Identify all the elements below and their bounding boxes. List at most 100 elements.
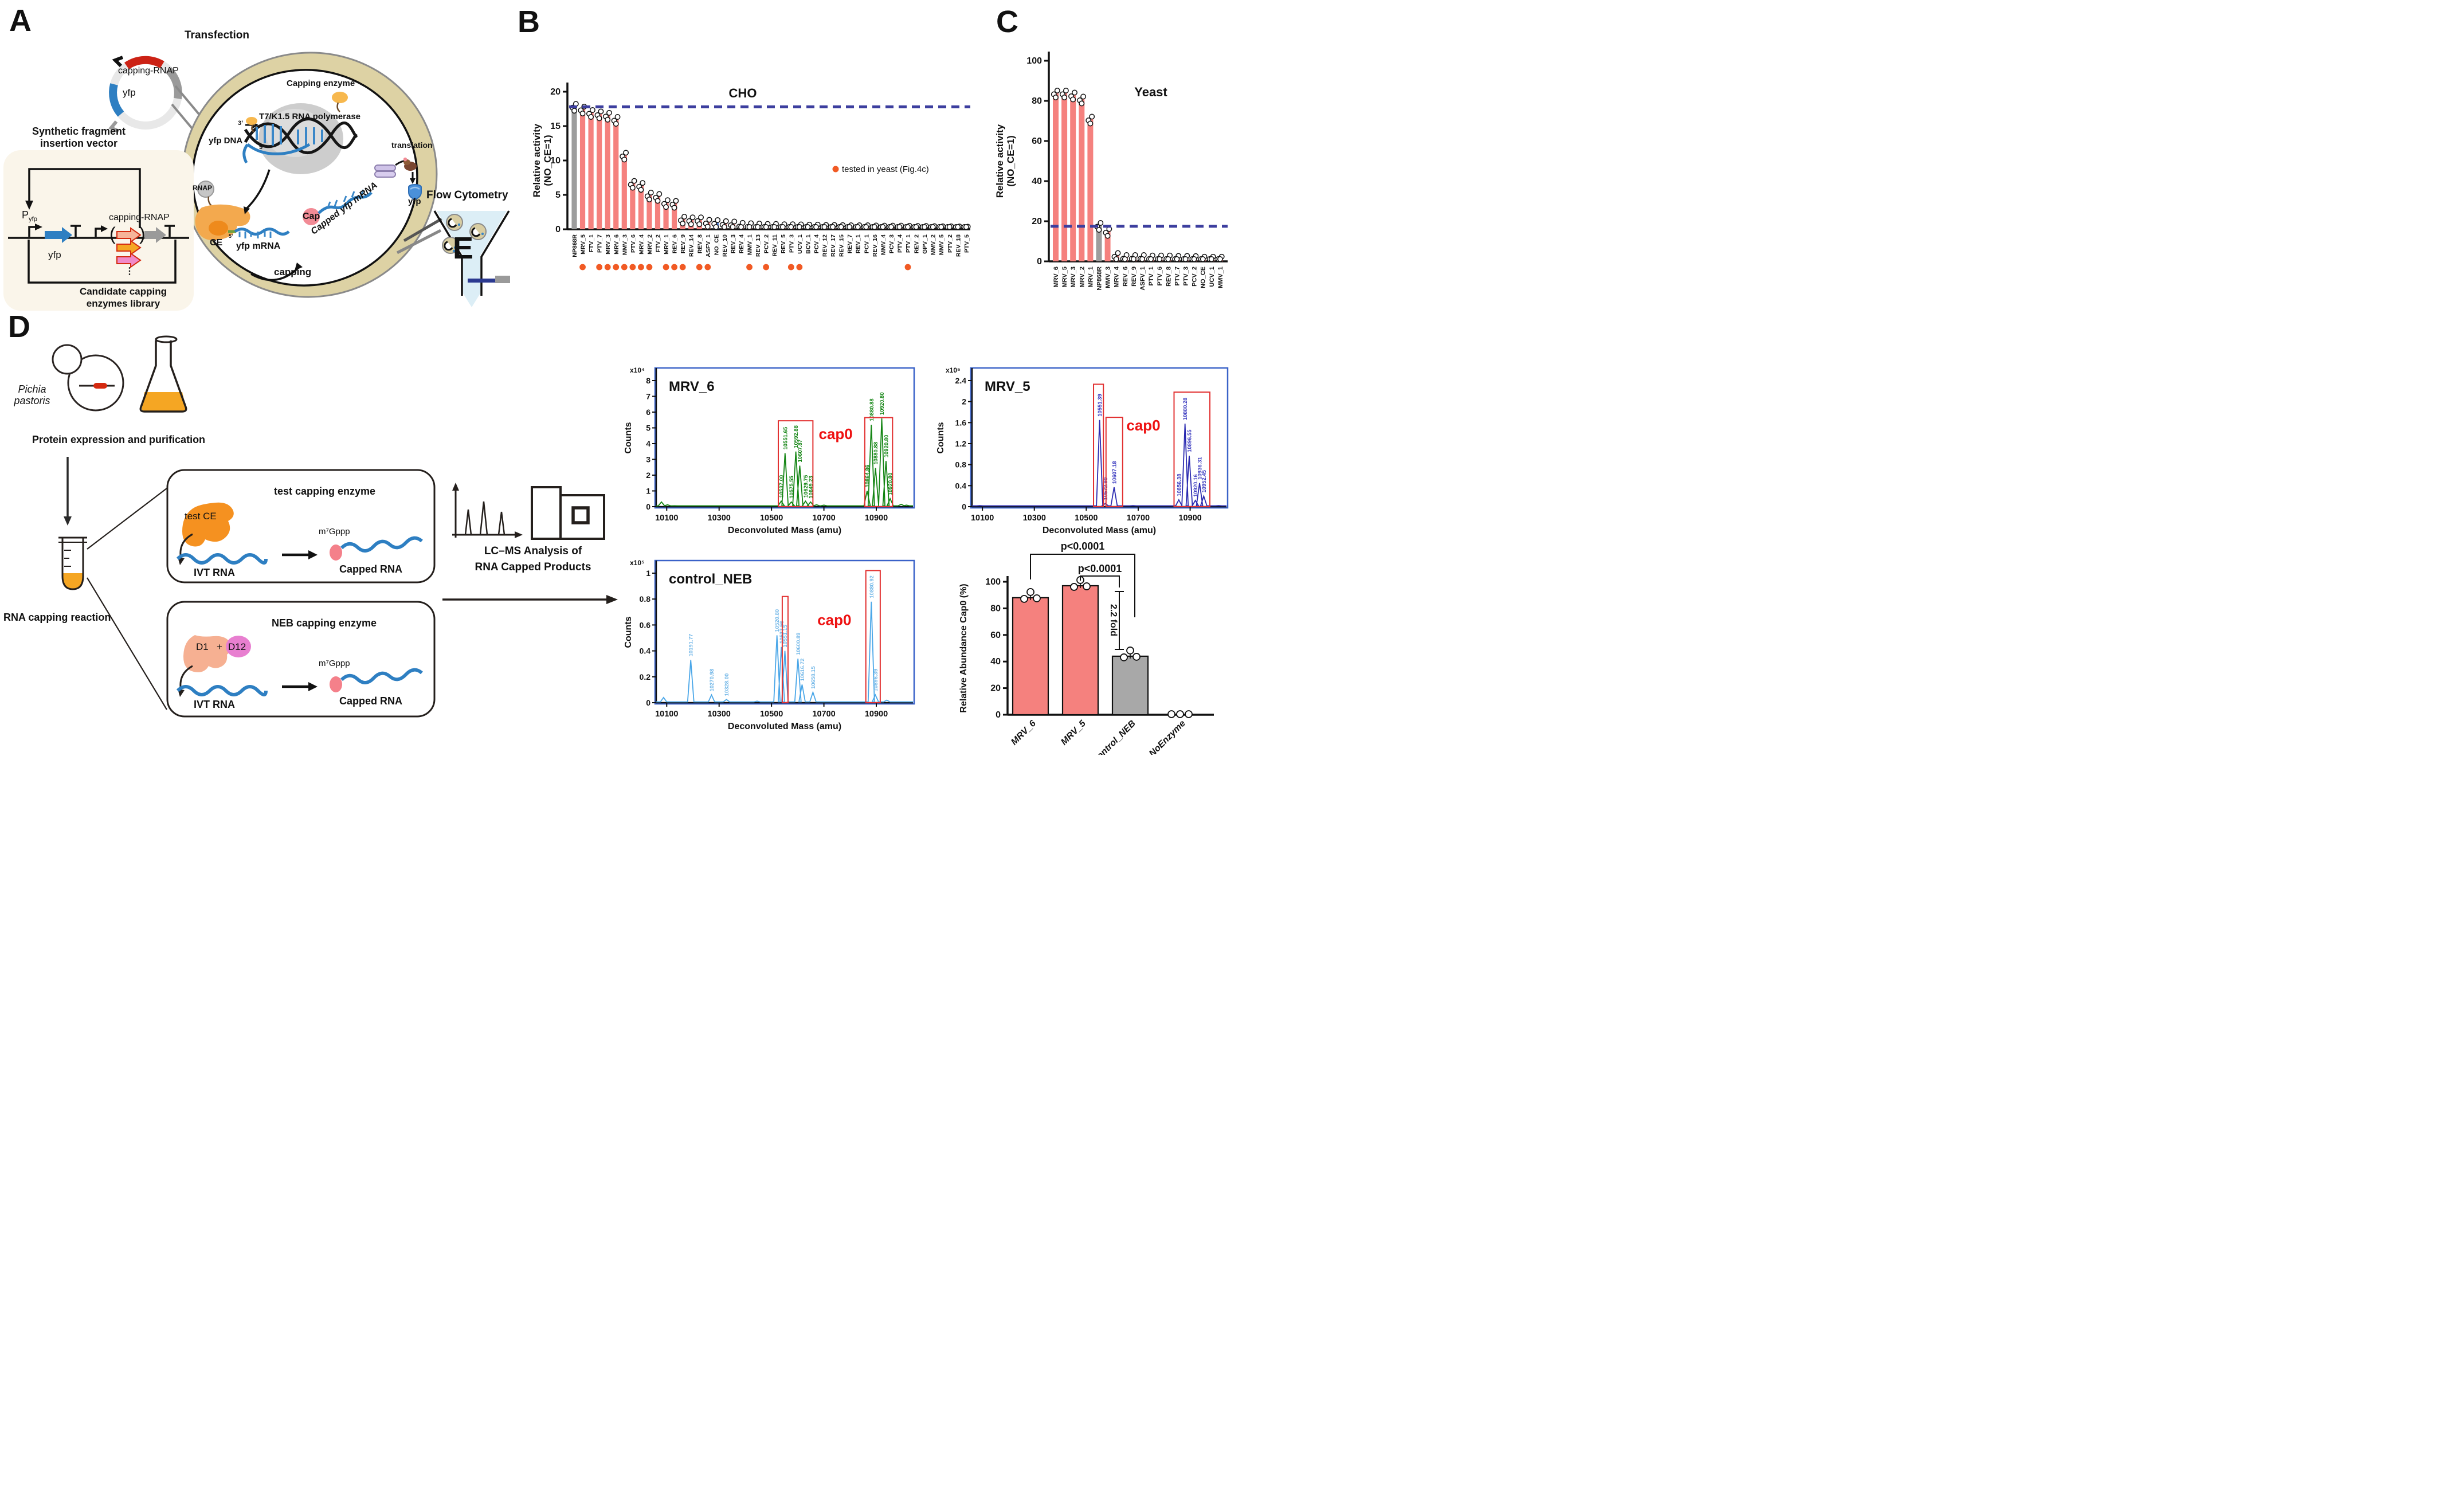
peak-label: 10880.88 — [869, 398, 875, 421]
legend-dot — [832, 166, 839, 173]
peak-label: 10952.45 — [1201, 469, 1208, 492]
x-category-label: REV_9 — [680, 234, 687, 253]
peak-label: 10896.39 — [873, 669, 879, 692]
data-point — [673, 198, 679, 204]
bar — [1087, 119, 1094, 261]
flow-cytometry-label: Flow Cytometry — [426, 189, 508, 201]
tested-in-yeast-dot — [796, 264, 803, 271]
x-category-label: REV_8 — [1165, 267, 1172, 287]
y-tick: 40 — [1032, 177, 1042, 186]
tested-in-yeast-dot — [904, 264, 911, 271]
y-tick: 0 — [555, 225, 561, 234]
cap0-box — [778, 420, 814, 507]
panel-e-label: E — [453, 231, 474, 265]
ms-plot-mrv6: 0 1 2 3 4 5 6 7 8 10100 10300 10500 10700 10900 x10⁴ Co… — [622, 357, 917, 549]
data-point — [715, 217, 721, 223]
prime3-label: 3’ — [238, 120, 244, 127]
y-tick: 0.2 — [640, 672, 651, 681]
bar — [672, 203, 677, 229]
data-point — [1126, 647, 1134, 655]
x-category-label: MRV_2 — [1079, 267, 1085, 287]
data-point — [955, 224, 961, 230]
data-point — [629, 185, 636, 191]
peak-label: 10920.80 — [879, 392, 885, 415]
y-axis-label: Relative activity — [531, 123, 542, 197]
y-tick: 0.8 — [640, 594, 651, 604]
data-point — [1080, 93, 1087, 100]
y-tick: 1 — [646, 487, 650, 496]
data-point — [1139, 256, 1145, 262]
x-category-label: control_NEB — [1091, 719, 1138, 755]
data-point — [1191, 256, 1197, 262]
data-point — [946, 224, 953, 230]
x-category-label: MRV_5 — [1059, 718, 1088, 747]
plasmid-capping-rnap-label: capping-RNAP — [118, 66, 179, 76]
data-point — [1070, 96, 1076, 103]
y-tick: 1.2 — [955, 439, 967, 448]
x-category-label: PCV_2 — [1192, 267, 1198, 287]
bar — [1061, 93, 1068, 261]
x-category-label: PTV_2 — [947, 234, 954, 253]
y-tick: 0.4 — [640, 647, 651, 656]
x-category-label: NP868R — [571, 234, 578, 257]
peak-label: 10551.65 — [782, 426, 789, 449]
peak-label: 10658.15 — [810, 666, 817, 689]
yfp-product-label: yfp — [408, 197, 421, 206]
data-point — [1083, 582, 1091, 590]
data-point — [623, 150, 629, 156]
bracket-open: ( — [109, 224, 116, 244]
test-ce-label: test CE — [185, 511, 217, 522]
y-tick: 0 — [1037, 257, 1042, 267]
library-caption-line1: Candidate capping — [79, 286, 167, 297]
data-point — [821, 224, 828, 230]
data-point — [655, 198, 661, 204]
flask — [139, 335, 187, 413]
organism-line1: Pichia — [18, 383, 46, 395]
bar — [1053, 93, 1059, 261]
x-category-label: PCV_3 — [888, 234, 895, 253]
data-point — [689, 214, 696, 221]
reaction-tube — [58, 488, 167, 710]
x-category-label: REV_7 — [847, 234, 853, 253]
plasmid-yfp-label: yfp — [123, 87, 136, 98]
y-tick: 20 — [550, 87, 561, 97]
bar — [1070, 95, 1076, 261]
peak-label: 10592.88 — [793, 425, 800, 448]
x-category-label: MMV_1 — [747, 234, 754, 255]
x-tick: 10900 — [1178, 514, 1201, 523]
data-point — [1130, 256, 1137, 262]
cap0-label: cap0 — [1126, 417, 1160, 434]
peak-label: 10936.31 — [1197, 456, 1204, 479]
data-point — [1089, 113, 1095, 120]
y-tick: 5 — [646, 424, 650, 433]
tested-in-yeast-dot — [629, 264, 636, 271]
x-category-label: REV_17 — [830, 234, 837, 257]
data-point — [1167, 710, 1175, 718]
data-point — [1061, 95, 1068, 100]
peak-label: 10880.28 — [1182, 398, 1189, 421]
peak-label: 10551.39 — [1097, 394, 1103, 417]
cap0-abundance-chart: 0 20 40 60 80 100 Relative Abundance Cap0 (%) M… — [950, 519, 1230, 756]
mrna-prime5-label: 5’ — [229, 233, 233, 239]
data-point — [704, 224, 711, 230]
cho-cell — [181, 52, 438, 298]
data-point — [638, 187, 644, 193]
data-point — [598, 108, 604, 115]
y-tick: 2.4 — [955, 376, 967, 385]
data-point — [1070, 583, 1078, 591]
data-point — [938, 224, 945, 230]
bar — [597, 113, 602, 229]
data-point — [830, 224, 836, 230]
bar — [571, 106, 577, 229]
capping-enzyme-label: Capping enzyme — [287, 79, 355, 88]
peak-label: 10600.89 — [795, 633, 802, 656]
data-point — [1165, 256, 1171, 262]
x-category-label: ASFV_1 — [1139, 267, 1146, 291]
data-point — [606, 109, 612, 116]
data-point — [755, 224, 761, 230]
x-category-label: REV_6 — [672, 234, 679, 253]
tested-in-yeast-dot — [696, 264, 703, 271]
data-point — [1185, 710, 1193, 718]
data-point — [1113, 256, 1119, 262]
neb-box-title: NEB capping enzyme — [272, 617, 377, 629]
